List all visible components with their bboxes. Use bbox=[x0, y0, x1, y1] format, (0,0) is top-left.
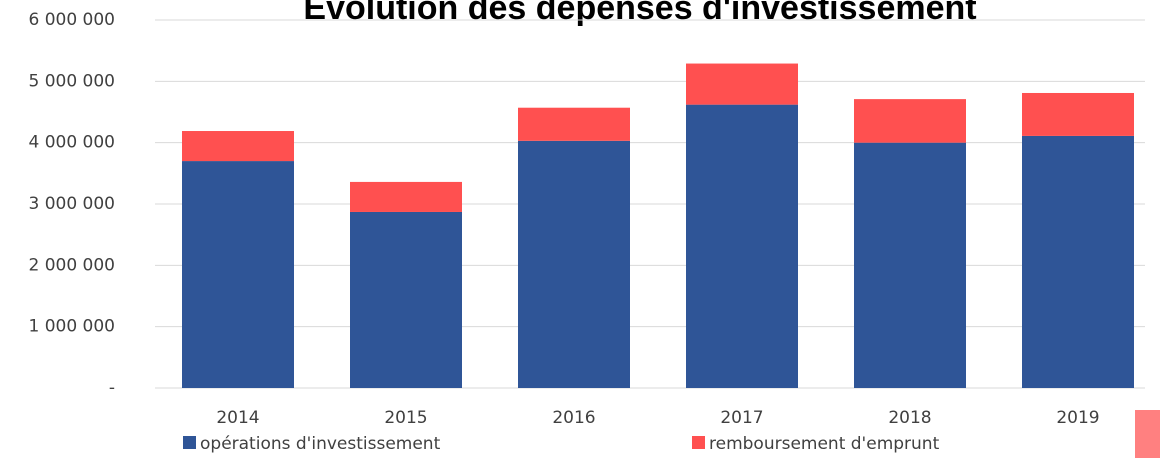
bar-segment bbox=[350, 181, 462, 212]
bar-segment bbox=[518, 107, 630, 141]
legend-swatch bbox=[183, 436, 196, 449]
bar-segment bbox=[350, 211, 462, 388]
legend-swatch bbox=[692, 436, 705, 449]
y-tick-label: 3 000 000 bbox=[28, 194, 115, 214]
bar-segment bbox=[518, 140, 630, 388]
bar-segment bbox=[686, 104, 798, 388]
bar-segment bbox=[1022, 92, 1134, 136]
x-tick-label: 2016 bbox=[552, 408, 595, 428]
chart-title: Évolution des dépenses d'investissement bbox=[303, 0, 976, 27]
x-tick-label: 2017 bbox=[720, 408, 763, 428]
bar-segment bbox=[182, 161, 294, 388]
x-tick-label: 2018 bbox=[888, 408, 931, 428]
y-tick-label: 1 000 000 bbox=[28, 317, 115, 337]
y-tick-label: 6 000 000 bbox=[28, 10, 115, 30]
y-tick-label: 5 000 000 bbox=[28, 71, 115, 91]
legend-label: opérations d'investissement bbox=[200, 434, 441, 454]
y-tick-label: 2 000 000 bbox=[28, 255, 115, 275]
bar-segment bbox=[1022, 135, 1134, 388]
x-tick-label: 2019 bbox=[1056, 408, 1099, 428]
legend-label: remboursement d'emprunt bbox=[709, 434, 940, 454]
bar-segment bbox=[686, 63, 798, 105]
y-tick-label: 4 000 000 bbox=[28, 133, 115, 153]
bar-segment bbox=[854, 99, 966, 143]
decoration bbox=[1135, 410, 1160, 458]
bar-segment bbox=[854, 142, 966, 388]
y-tick-label: - bbox=[109, 378, 115, 398]
x-tick-label: 2014 bbox=[216, 408, 259, 428]
bar-segment bbox=[182, 131, 294, 162]
x-tick-label: 2015 bbox=[384, 408, 427, 428]
